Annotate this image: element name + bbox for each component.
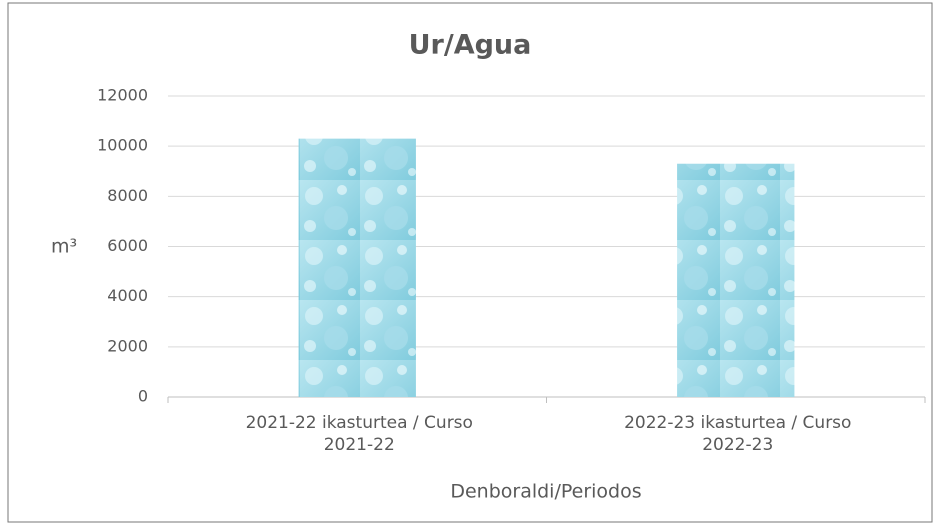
x-tick-label: 2022-23 ikasturtea / Curso 2022-23	[624, 413, 852, 455]
y-tick-label: 4000	[107, 286, 148, 305]
chart-title: Ur/Agua	[409, 30, 532, 61]
bar	[677, 163, 795, 397]
y-tick-label: 12000	[97, 86, 148, 105]
x-tick-label: 2021-22 ikasturtea / Curso 2021-22	[245, 413, 473, 455]
x-axis-label: Denboraldi/Periodos	[450, 481, 641, 503]
y-tick-label: 10000	[97, 136, 148, 155]
y-tick-label: 6000	[107, 236, 148, 255]
bar	[298, 138, 416, 397]
y-tick-label: 8000	[107, 186, 148, 205]
y-axis-label: m³	[51, 236, 77, 258]
y-tick-label: 0	[138, 387, 148, 406]
y-tick-label: 2000	[107, 336, 148, 355]
